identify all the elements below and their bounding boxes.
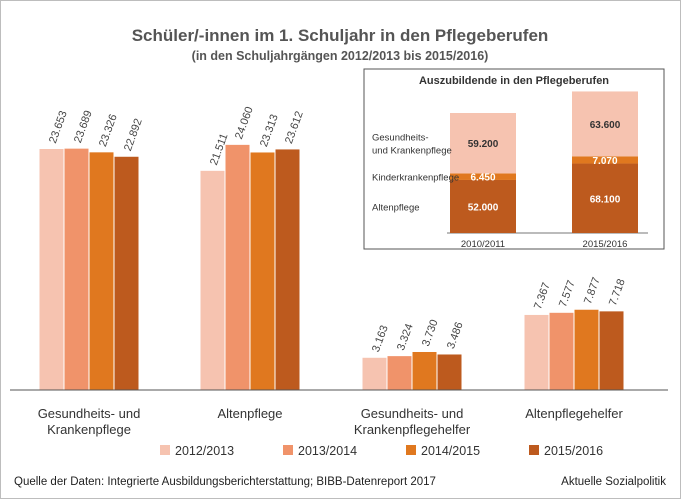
inset-data-label: 63.600 [590,120,621,131]
bar-2015-2016-3 [599,311,624,390]
inset-series-label: und Krankenpflege [372,146,452,157]
inset-bar-1-0 [450,173,516,180]
inset-data-label: 52.000 [468,202,499,213]
bar-2013-2014-0 [64,148,89,390]
data-label: 7.877 [582,276,603,306]
bar-2015-2016-0 [114,156,139,390]
inset-series-label: Kinderkrankenpflege [372,173,459,184]
category-label: Gesundheits- und [361,406,464,421]
data-label: 3.730 [420,318,441,348]
data-label: 3.163 [370,324,391,354]
data-label: 3.324 [395,322,416,352]
data-label: 23.612 [283,110,306,146]
data-label: 23.653 [47,109,70,145]
inset-data-label: 6.450 [470,173,495,184]
inset-bar-0-0 [450,179,516,233]
data-label: 23.689 [72,109,95,145]
bar-2014-2015-0 [89,152,114,390]
category-label: Gesundheits- und [38,406,141,421]
legend-swatch [283,445,293,455]
data-label: 24.060 [233,105,256,141]
inset-series-label: Gesundheits- [372,133,429,144]
bar-2013-2014-2 [387,356,412,390]
legend-swatch [529,445,539,455]
inset-title: Auszubildende in den Pflegeberufen [419,75,609,87]
bar-2014-2015-2 [412,351,437,390]
inset-bar-2-1 [572,91,638,157]
legend-label: 2013/2014 [298,444,357,458]
source-note: Quelle der Daten: Integrierte Ausbildung… [14,476,436,488]
inset-data-label: 7.070 [592,156,617,167]
data-label: 3.486 [445,321,466,351]
bar-2014-2015-1 [250,152,275,390]
data-label: 23.326 [97,113,120,149]
chart-title: Schüler/-innen im 1. Schuljahr in den Pf… [132,26,549,45]
inset-bar-2-0 [450,112,516,174]
legend-swatch [406,445,416,455]
inset-data-label: 68.100 [590,194,621,205]
category-label: Altenpflegehelfer [525,406,623,421]
legend-label: 2014/2015 [421,444,480,458]
credit: Aktuelle Sozialpolitik [561,476,666,488]
inset-data-label: 59.200 [468,139,499,150]
category-label: Krankenpflege [47,422,131,437]
data-label: 7.367 [532,281,553,311]
data-label: 22.892 [122,117,145,153]
inset-bar-0-1 [572,163,638,233]
bar-2014-2015-3 [574,309,599,390]
bar-2015-2016-2 [437,354,462,390]
bar-2012-2013-3 [524,314,549,390]
inset-category-label: 2015/2016 [583,239,628,250]
bar-2013-2014-3 [549,312,574,390]
legend-label: 2015/2016 [544,444,603,458]
data-label: 7.718 [607,277,628,307]
bar-2012-2013-1 [200,170,225,390]
bar-2015-2016-1 [275,149,300,390]
inset-category-label: 2010/2011 [461,239,505,250]
bar-2013-2014-1 [225,144,250,390]
legend-swatch [160,445,170,455]
inset-series-label: Altenpflege [372,202,420,213]
chart-subtitle: (in den Schuljahrgängen 2012/2013 bis 20… [192,49,489,63]
data-label: 7.577 [557,279,578,309]
category-label: Altenpflege [217,406,282,421]
category-label: Krankenpflegehelfer [354,422,471,437]
legend-label: 2012/2013 [175,444,234,458]
data-label: 23.313 [258,113,281,149]
bar-2012-2013-0 [39,149,64,390]
inset-bar-1-1 [572,156,638,164]
bar-2012-2013-2 [362,357,387,390]
